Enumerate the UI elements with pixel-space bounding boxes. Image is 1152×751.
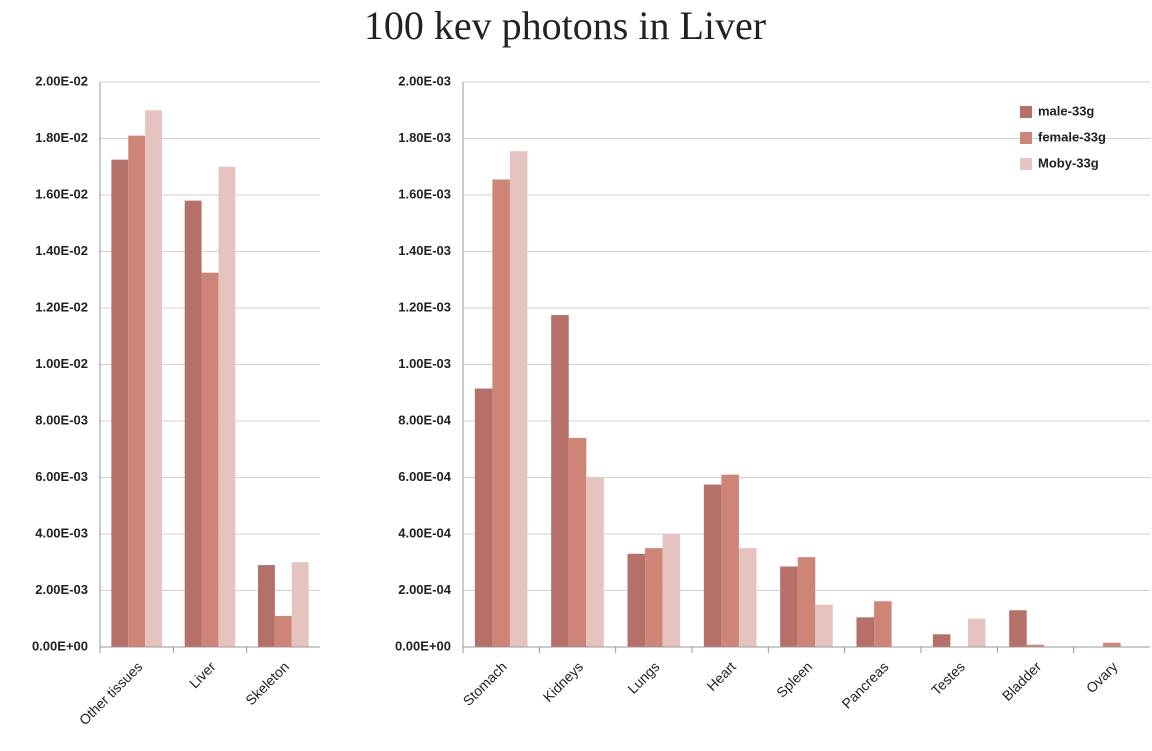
bar	[218, 166, 236, 647]
bar	[1009, 610, 1027, 647]
y-tick-label: 1.40E-03	[398, 243, 451, 258]
y-tick-label: 1.60E-03	[398, 186, 451, 201]
y-tick-label: 0.00E+00	[395, 638, 451, 653]
y-tick-label: 4.00E-04	[398, 525, 452, 540]
bar	[967, 618, 986, 647]
y-tick-label: 4.00E-03	[35, 525, 88, 540]
y-tick-label: 2.00E-04	[398, 582, 452, 597]
bar	[815, 604, 833, 647]
bar	[721, 474, 739, 647]
bar	[145, 110, 162, 647]
bar	[703, 484, 722, 647]
bar	[509, 151, 528, 647]
bar	[932, 634, 951, 647]
y-tick-label: 2.00E-02	[35, 73, 88, 88]
bar	[586, 477, 604, 647]
y-tick-label: 1.20E-03	[398, 299, 451, 314]
bar	[551, 315, 569, 647]
y-tick-label: 1.20E-02	[35, 299, 88, 314]
bar	[258, 565, 275, 647]
bar	[111, 159, 129, 647]
legend-label: Moby-33g	[1038, 155, 1099, 170]
bar	[627, 553, 646, 647]
bar	[492, 179, 510, 647]
y-tick-label: 6.00E-03	[35, 469, 88, 484]
y-tick-label: 8.00E-03	[35, 412, 88, 427]
bar	[568, 437, 587, 647]
legend-swatch	[1020, 158, 1032, 170]
y-tick-label: 1.40E-02	[35, 243, 88, 258]
bar	[474, 388, 493, 647]
bar	[856, 617, 875, 647]
bar	[738, 548, 757, 647]
bar	[291, 562, 309, 647]
bar	[645, 548, 663, 647]
bar	[184, 200, 202, 647]
bar	[797, 557, 816, 647]
legend-label: male-33g	[1038, 103, 1094, 118]
bar	[274, 615, 292, 647]
y-tick-label: 6.00E-04	[398, 469, 452, 484]
legend-swatch	[1020, 132, 1032, 144]
y-tick-label: 1.60E-02	[35, 186, 88, 201]
y-tick-label: 1.80E-02	[35, 130, 88, 145]
bar	[1103, 642, 1121, 647]
bar	[780, 566, 798, 647]
bar	[201, 272, 219, 647]
y-tick-label: 1.00E-02	[35, 356, 88, 371]
legend-swatch	[1020, 106, 1032, 118]
y-tick-label: 1.80E-03	[398, 130, 451, 145]
y-tick-label: 1.00E-03	[398, 356, 451, 371]
bar	[1026, 644, 1045, 647]
bar	[662, 534, 681, 647]
y-tick-label: 0.00E+00	[32, 638, 88, 653]
legend-label: female-33g	[1038, 129, 1106, 144]
chart-title: 100 kev photons in Liver	[364, 3, 766, 48]
bar	[128, 135, 146, 648]
y-tick-label: 8.00E-04	[398, 412, 452, 427]
bar	[874, 601, 892, 647]
y-tick-label: 2.00E-03	[398, 73, 451, 88]
y-tick-label: 2.00E-03	[35, 582, 88, 597]
